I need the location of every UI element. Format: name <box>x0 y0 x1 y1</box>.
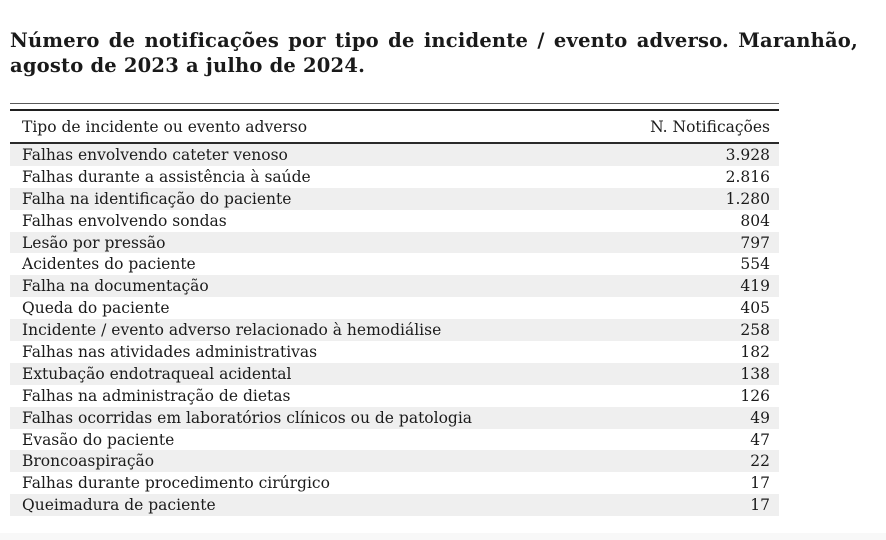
notification-count-cell: 3.928 <box>725 145 770 164</box>
incident-type-cell: Falha na identificação do paciente <box>22 189 292 208</box>
incident-type-cell: Falhas durante a assistência à saúde <box>22 167 311 186</box>
notification-count-cell: 22 <box>750 452 770 471</box>
incident-type-cell: Falhas envolvendo sondas <box>22 211 227 230</box>
incident-type-cell: Falhas durante procedimento cirúrgico <box>22 474 330 493</box>
table-row: Falhas durante procedimento cirúrgico 17 <box>10 472 779 495</box>
table-row: Falhas nas atividades administrativas 182 <box>10 341 779 363</box>
table-row: Queda do paciente 405 <box>10 297 779 320</box>
table-header-row: Tipo de incidente ou evento adverso N. N… <box>10 111 779 142</box>
incident-type-cell: Queimadura de paciente <box>22 496 216 515</box>
incident-type-cell: Falha na documentação <box>22 277 209 296</box>
table-row: Acidentes do paciente 554 <box>10 253 779 276</box>
table-row: Falhas na administração de dietas 126 <box>10 384 779 407</box>
notification-count-cell: 1.280 <box>725 189 770 208</box>
notification-count-cell: 126 <box>740 386 770 405</box>
incident-type-cell: Falhas envolvendo cateter venoso <box>22 145 288 164</box>
incident-type-cell: Falhas na administração de dietas <box>22 386 291 405</box>
notification-count-cell: 138 <box>740 364 770 383</box>
notification-count-cell: 804 <box>740 211 770 230</box>
notification-count-cell: 182 <box>740 342 770 361</box>
notification-count-cell: 49 <box>750 408 770 427</box>
incident-type-cell: Incidente / evento adverso relacionado à… <box>22 321 442 340</box>
incident-type-cell: Lesão por pressão <box>22 233 166 252</box>
incident-type-cell: Falhas ocorridas em laboratórios clínico… <box>22 408 473 427</box>
table-body: Falhas envolvendo cateter venoso 3.928 Fal… <box>10 144 779 517</box>
incident-type-cell: Broncoaspiração <box>22 452 155 471</box>
incident-type-cell: Queda do paciente <box>22 299 170 318</box>
table-caption: Número de notificações por tipo de incid… <box>10 29 858 78</box>
table-row: Falhas envolvendo cateter venoso 3.928 <box>10 144 779 166</box>
header-notification-count: N. Notificações <box>650 117 770 136</box>
table-row: Broncoaspiração 22 <box>10 450 779 473</box>
notification-count-cell: 17 <box>750 496 770 515</box>
top-rule-thin <box>10 103 779 104</box>
notification-count-cell: 797 <box>740 233 770 252</box>
notification-count-cell: 17 <box>750 474 770 493</box>
header-bottom-rule <box>10 142 779 144</box>
header-incident-type: Tipo de incidente ou evento adverso <box>22 117 308 136</box>
table-row: Falha na identificação do paciente 1.280 <box>10 187 779 210</box>
incident-type-cell: Acidentes do paciente <box>22 255 196 274</box>
notification-count-cell: 405 <box>740 299 770 318</box>
notifications-table: Tipo de incidente ou evento adverso N. N… <box>10 103 779 517</box>
table-row: Falha na documentação 419 <box>10 275 779 298</box>
table-row: Falhas durante a assistência à saúde 2.81… <box>10 165 779 188</box>
incident-type-cell: Extubação endotraqueal acidental <box>22 364 292 383</box>
caption-line-1: Número de notificações por tipo de incid… <box>10 29 858 52</box>
notification-count-cell: 2.816 <box>725 167 770 186</box>
notification-count-cell: 554 <box>740 255 770 274</box>
table-row: Queimadura de paciente 17 <box>10 494 779 517</box>
caption-line-2: agosto de 2023 a julho de 2024. <box>10 53 366 77</box>
table-row: Lesão por pressão 797 <box>10 231 779 254</box>
table-row: Falhas ocorridas em laboratórios clínico… <box>10 406 779 429</box>
incident-type-cell: Evasão do paciente <box>22 430 175 449</box>
bottom-strip <box>0 533 886 540</box>
notification-count-cell: 47 <box>750 430 770 449</box>
table-row: Evasão do paciente 47 <box>10 428 779 451</box>
notification-count-cell: 258 <box>740 321 770 340</box>
table-row: Incidente / evento adverso relacionado à… <box>10 319 779 342</box>
top-rule-thick <box>10 109 779 111</box>
table-row: Falhas envolvendo sondas 804 <box>10 209 779 232</box>
table-row: Extubação endotraqueal acidental 138 <box>10 362 779 385</box>
incident-type-cell: Falhas nas atividades administrativas <box>22 342 318 361</box>
notification-count-cell: 419 <box>740 277 770 296</box>
